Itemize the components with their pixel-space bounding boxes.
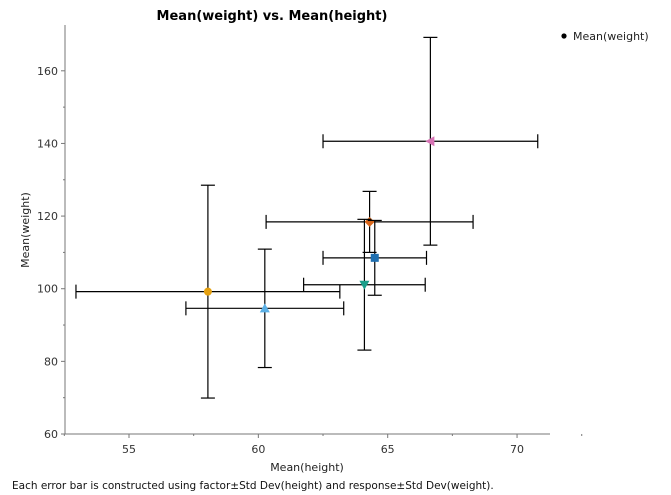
footnote: Each error bar is constructed using fact… xyxy=(12,480,494,492)
x-tick-label: 65 xyxy=(381,443,395,456)
legend-marker xyxy=(561,33,567,39)
y-axis-label: Mean(weight) xyxy=(19,192,32,268)
data-point[interactable] xyxy=(203,287,212,296)
x-tick-label: 55 xyxy=(122,443,136,456)
data-point[interactable] xyxy=(359,280,370,290)
data-point[interactable] xyxy=(364,216,375,227)
y-tick-label: 140 xyxy=(37,137,58,150)
legend: Mean(weight) xyxy=(561,30,649,43)
data-point-group xyxy=(322,219,428,296)
data-point[interactable] xyxy=(259,303,270,313)
data-point-group xyxy=(75,184,341,399)
x-axis-label: Mean(height) xyxy=(270,461,344,474)
x-tick-label: 60 xyxy=(251,443,265,456)
chart-title: Mean(weight) vs. Mean(height) xyxy=(157,9,388,24)
y-tick-label: 160 xyxy=(37,65,58,78)
legend-label: Mean(weight) xyxy=(573,30,649,43)
data-point-group xyxy=(265,190,474,253)
y-tick-label: 60 xyxy=(44,428,58,441)
x-tick-label: 70 xyxy=(510,443,524,456)
y-tick-label: 120 xyxy=(37,210,58,223)
y-tick-label: 100 xyxy=(37,283,58,296)
data-point-group xyxy=(185,248,345,369)
data-point-group xyxy=(303,218,426,351)
data-point[interactable] xyxy=(425,136,435,147)
data-point[interactable] xyxy=(370,253,379,262)
data-point-group xyxy=(322,36,539,246)
y-tick-label: 80 xyxy=(44,355,58,368)
